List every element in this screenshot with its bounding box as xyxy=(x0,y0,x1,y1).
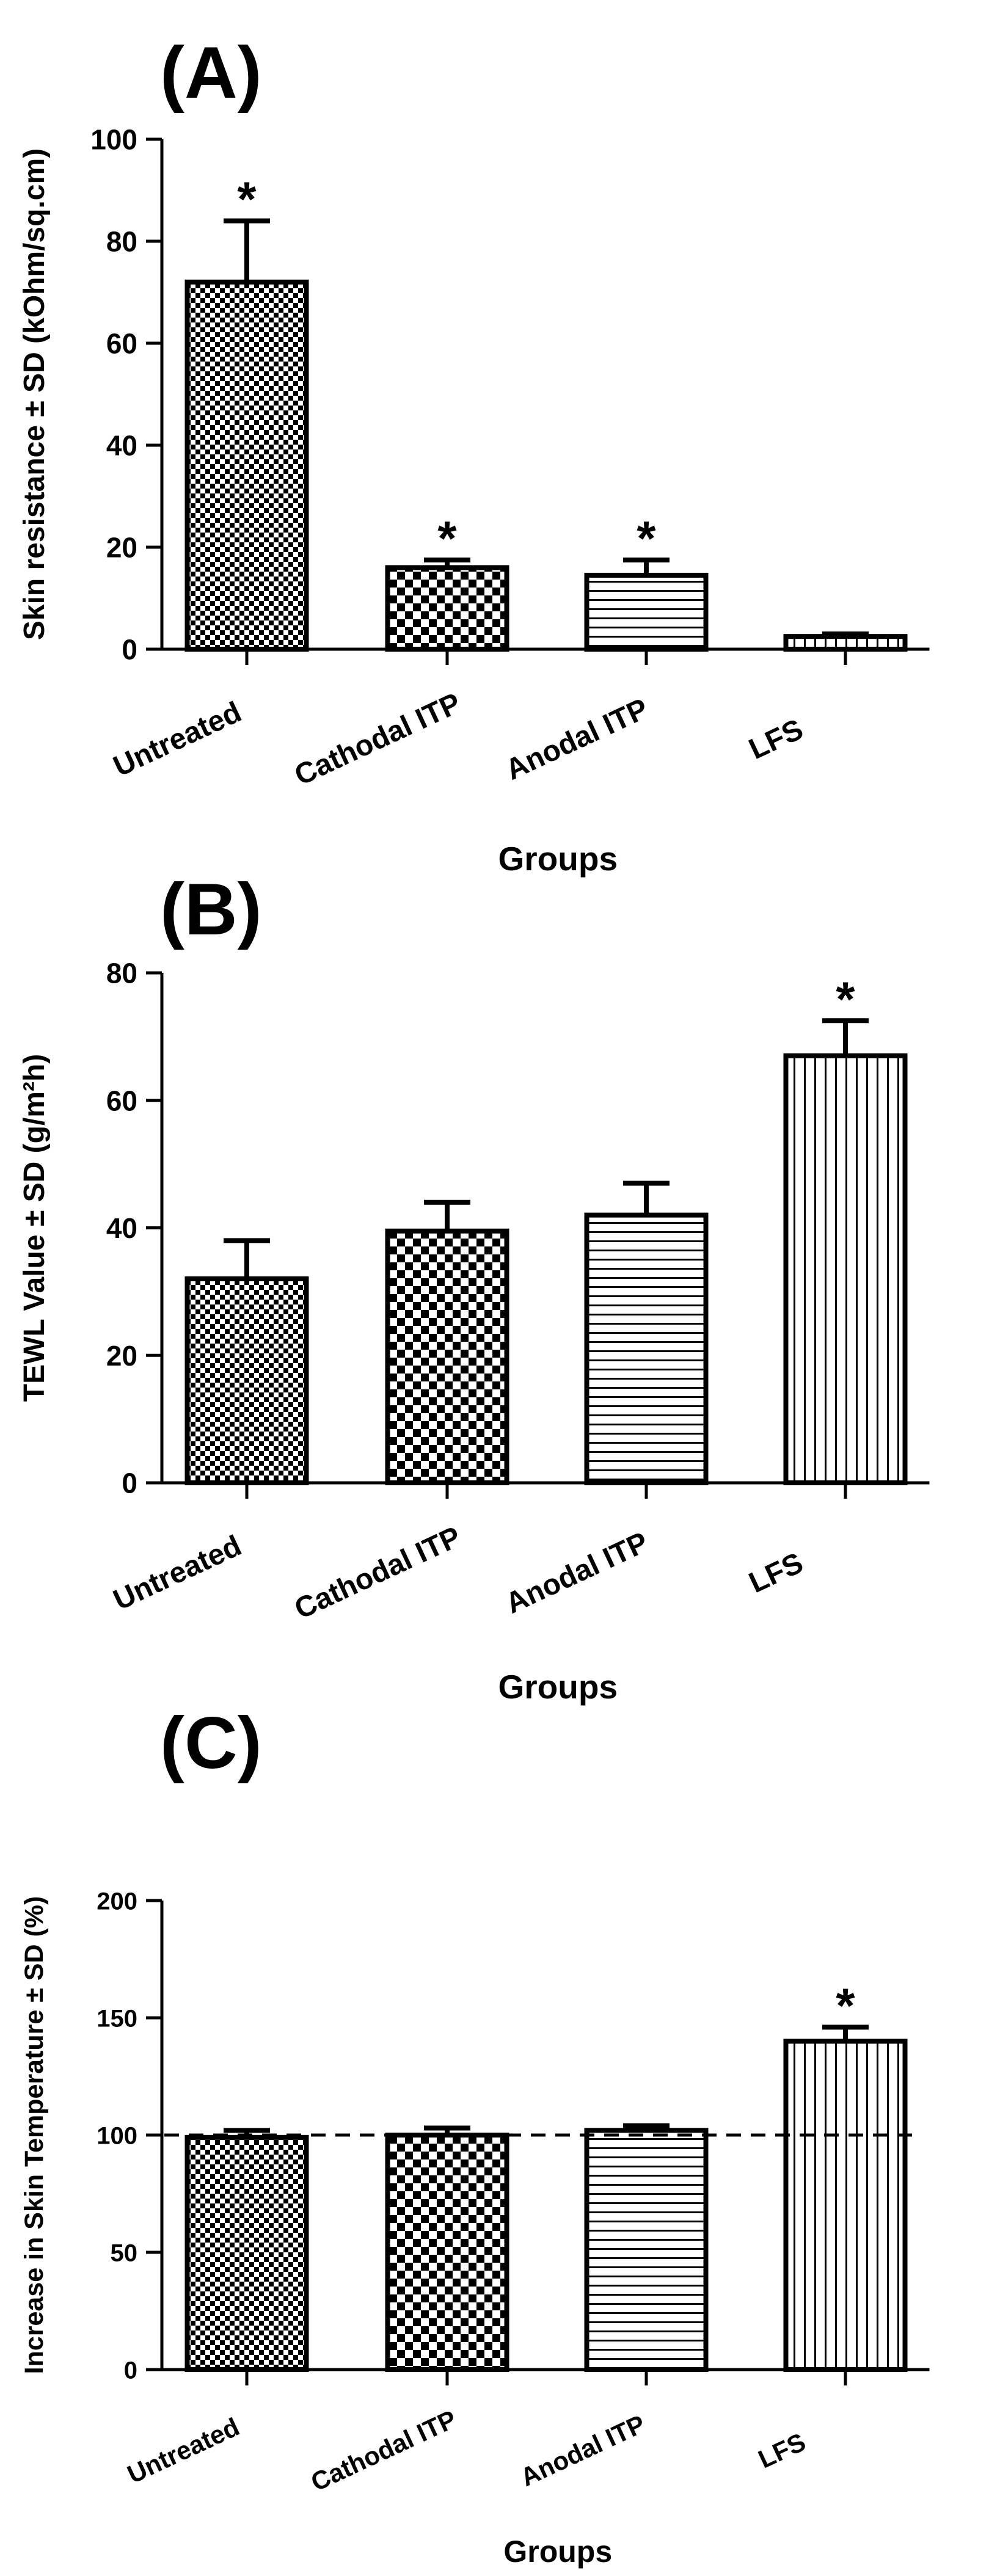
x-tick-label: Anodal ITP xyxy=(501,1526,654,1620)
y-tick-label: 100 xyxy=(97,2122,137,2149)
y-axis-title: Skin resistance ± SD (kOhm/sq.cm) xyxy=(18,148,51,640)
x-tick-label: LFS xyxy=(744,1547,808,1599)
y-tick-label: 200 xyxy=(97,1888,137,1915)
y-tick-label: 0 xyxy=(124,2357,137,2384)
y-tick-label: 60 xyxy=(106,1085,137,1116)
x-axis-title: Groups xyxy=(503,2534,612,2569)
bar xyxy=(184,1276,309,1485)
x-axis-title: Groups xyxy=(498,840,618,878)
significance-star: * xyxy=(637,511,656,566)
bar xyxy=(184,2134,309,2373)
y-axis-title: TEWL Value ± SD (g/m²h) xyxy=(18,1054,51,1402)
bar xyxy=(783,634,908,652)
y-tick-label: 20 xyxy=(106,1340,137,1372)
y-tick-label: 150 xyxy=(97,2005,137,2032)
x-tick-label: LFS xyxy=(754,2427,810,2473)
significance-star: * xyxy=(836,972,855,1026)
x-tick-label: Untreated xyxy=(123,2412,244,2489)
chart-panel-b: (B) 0 20 40 60 80 TEWL Value ± SD (g/m²h) Untre… xyxy=(18,868,930,1706)
bar xyxy=(385,2133,509,2372)
x-axis-title: Groups xyxy=(498,1668,618,1706)
y-tick-label: 0 xyxy=(122,634,137,666)
x-tick-label: Cathodal ITP xyxy=(290,687,465,792)
x-tick-label: Untreated xyxy=(109,696,246,783)
y-tick-label: 40 xyxy=(106,430,137,462)
chart-panel-c: (C) 0 50 100 150 200 Increase in Skin Temperat… xyxy=(20,1702,930,2569)
bar xyxy=(783,2039,908,2372)
x-tick-label: Untreated xyxy=(109,1529,246,1617)
chart-panel-a: (A) 0 20 40 60 80 100 Skin resistance ± SD (kOh… xyxy=(18,32,930,878)
y-tick-label: 20 xyxy=(106,532,137,564)
panel-label: (C) xyxy=(160,1702,262,1784)
x-tick-label: LFS xyxy=(744,713,808,766)
y-tick-label: 40 xyxy=(106,1212,137,1244)
bar xyxy=(385,1228,509,1485)
x-tick-label: Anodal ITP xyxy=(516,2409,650,2492)
bar xyxy=(385,565,509,652)
panel-label: (A) xyxy=(160,32,262,114)
bar xyxy=(783,1053,908,1485)
significance-star: * xyxy=(237,172,257,227)
y-tick-label: 100 xyxy=(90,124,137,156)
y-tick-label: 80 xyxy=(106,958,137,989)
significance-star: * xyxy=(437,511,457,566)
panel-label: (B) xyxy=(160,868,262,950)
bar xyxy=(584,2128,709,2373)
y-tick-label: 60 xyxy=(106,328,137,360)
x-tick-label: Anodal ITP xyxy=(501,693,654,787)
y-tick-label: 80 xyxy=(106,226,137,258)
y-tick-label: 50 xyxy=(111,2239,138,2266)
bar xyxy=(584,1212,709,1485)
bar xyxy=(584,572,709,652)
y-axis-title: Increase in Skin Temperature ± SD (%) xyxy=(20,1896,49,2374)
significance-star: * xyxy=(836,1978,855,2032)
x-tick-label: Cathodal ITP xyxy=(307,2404,461,2497)
x-tick-label: Cathodal ITP xyxy=(290,1521,465,1626)
bar xyxy=(184,279,309,652)
y-tick-label: 0 xyxy=(122,1468,137,1499)
